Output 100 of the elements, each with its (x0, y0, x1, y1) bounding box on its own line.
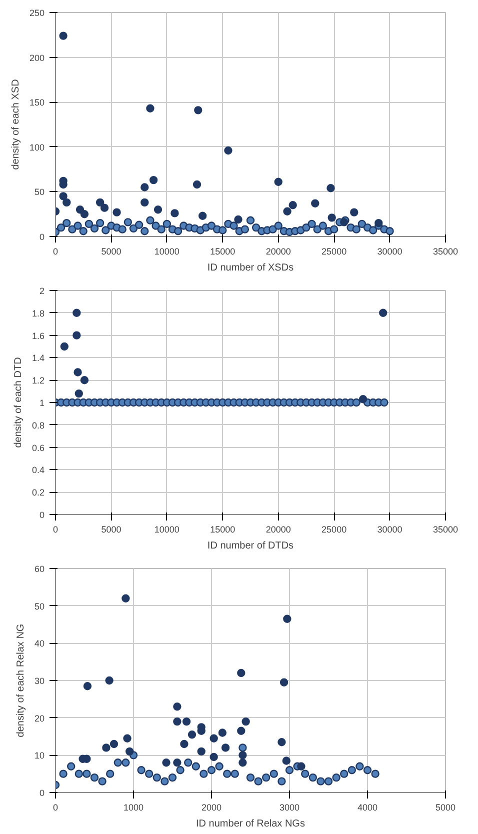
point (180, 740, 188, 748)
point (123, 734, 132, 742)
point (278, 777, 286, 786)
point (188, 730, 196, 739)
point (324, 777, 333, 786)
point (230, 770, 239, 778)
y-tick-label: 30 (34, 676, 45, 686)
point (297, 762, 306, 770)
point (105, 676, 114, 685)
x-axis-title: ID number of XSDs (207, 262, 294, 274)
y-tick-label: 200 (29, 52, 45, 63)
point (215, 762, 224, 770)
point (270, 770, 278, 778)
point (173, 758, 182, 767)
point (170, 209, 179, 218)
point (278, 738, 286, 746)
point (194, 106, 202, 114)
point (102, 744, 110, 752)
x-tick-label: 2000 (201, 802, 222, 812)
point (254, 777, 262, 786)
point (152, 773, 161, 782)
x-tick-label: 20000 (266, 246, 291, 256)
x-tick-label: 10000 (154, 524, 180, 534)
point (126, 747, 134, 756)
point (237, 726, 246, 735)
point (285, 766, 294, 774)
point (154, 206, 162, 214)
point (282, 756, 290, 765)
y-tick-label: 1.8 (32, 308, 45, 318)
point (67, 762, 76, 770)
point (59, 770, 68, 778)
y-tick-label: 1.2 (32, 376, 45, 386)
point (114, 758, 122, 767)
point (145, 770, 154, 778)
y-tick-label: 1 (39, 398, 45, 408)
point (380, 398, 388, 407)
x-tick-label: 35000 (432, 524, 458, 534)
point (82, 770, 91, 778)
x-tick-label: 0 (52, 246, 58, 256)
point (379, 308, 388, 317)
point (62, 198, 71, 207)
y-tick-label: 60 (34, 564, 45, 574)
point (173, 702, 182, 711)
point (192, 762, 200, 770)
point (198, 212, 207, 220)
y-tick-label: 0.2 (32, 488, 45, 498)
x-tick-label: 30000 (377, 246, 402, 256)
point (207, 766, 216, 774)
y-tick-label: 20 (34, 713, 45, 724)
point (60, 342, 69, 351)
x-tick-label: 20000 (266, 524, 291, 534)
y-tick-label: 1.6 (32, 330, 45, 341)
point (200, 770, 208, 778)
point (374, 218, 383, 228)
point (356, 762, 364, 770)
point (221, 744, 230, 752)
point (140, 198, 149, 207)
y-tick-label: 2 (39, 286, 45, 296)
point (74, 368, 82, 376)
point (98, 777, 106, 786)
point (74, 770, 83, 778)
point (90, 773, 99, 782)
point (100, 204, 109, 212)
point (308, 773, 317, 782)
point (80, 210, 89, 218)
point (122, 594, 130, 602)
y-tick-label: 50 (34, 601, 45, 612)
point (192, 180, 202, 189)
point (149, 176, 158, 184)
x-tick-label: 35000 (432, 246, 458, 256)
point (280, 678, 288, 686)
point (340, 770, 348, 778)
point (83, 682, 92, 690)
point (238, 758, 247, 767)
point (332, 773, 340, 782)
x-tick-label: 3000 (279, 802, 300, 812)
point (288, 201, 297, 210)
x-tick-label: 5000 (435, 802, 456, 812)
point (59, 32, 68, 40)
x-tick-label: 15000 (210, 246, 236, 256)
y-tick-label: 0 (39, 788, 45, 798)
point (328, 214, 336, 222)
point (350, 208, 358, 216)
point (173, 717, 182, 726)
x-tick-label: 25000 (322, 524, 347, 534)
point (223, 770, 232, 778)
y-tick-label: 100 (29, 142, 45, 152)
point (197, 747, 206, 756)
x-tick-label: 25000 (322, 246, 347, 256)
y-axis-title: density of each DTD (12, 357, 24, 448)
y-axis-title: density of each XSD (10, 79, 22, 170)
y-tick-label: 0 (39, 510, 45, 520)
y-tick-label: 150 (29, 98, 45, 108)
point (224, 146, 232, 155)
point (371, 770, 380, 778)
point (237, 668, 246, 678)
x-tick-label: 5000 (101, 524, 122, 534)
point (218, 728, 227, 737)
y-tick-label: 10 (34, 750, 45, 761)
point (137, 766, 146, 774)
